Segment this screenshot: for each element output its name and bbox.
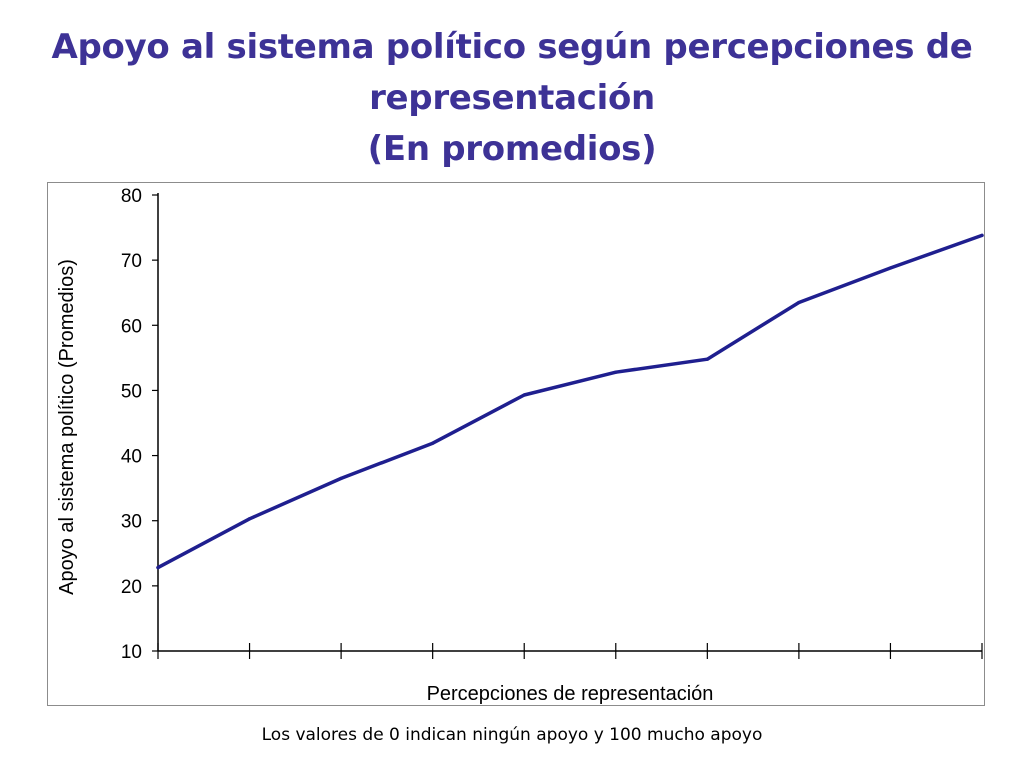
y-tick-label-10: 10 bbox=[121, 642, 142, 663]
series-line-0 bbox=[156, 233, 984, 570]
data-point-4 bbox=[522, 393, 526, 397]
y-tick-label-20: 20 bbox=[121, 577, 142, 598]
y-tick-label-60: 60 bbox=[121, 316, 142, 337]
chart-title-line-3: (En promedios) bbox=[367, 129, 657, 169]
data-point-3 bbox=[431, 441, 435, 445]
y-axis-title: Apoyo al sistema político (Promedios) bbox=[56, 259, 78, 595]
chart-title: Apoyo al sistema político según percepci… bbox=[0, 22, 1024, 175]
data-point-9 bbox=[980, 233, 984, 237]
footnote: Los valores de 0 indican ningún apoyo y … bbox=[261, 725, 763, 745]
chart-frame bbox=[47, 182, 985, 706]
chart-title-line-1: Apoyo al sistema político según percepci… bbox=[51, 27, 973, 67]
data-point-2 bbox=[339, 476, 343, 480]
y-tick-label-50: 50 bbox=[121, 381, 142, 402]
x-axis bbox=[157, 643, 983, 659]
chart-title-line-2: representación bbox=[369, 78, 655, 118]
x-axis-title: Percepciones de representación bbox=[427, 683, 714, 705]
y-tick-label-80: 80 bbox=[121, 186, 142, 207]
y-tick-label-40: 40 bbox=[121, 447, 142, 468]
data-point-0 bbox=[156, 566, 160, 570]
series-layer bbox=[156, 233, 984, 570]
y-tick-label-30: 30 bbox=[121, 512, 142, 533]
y-tick-label-70: 70 bbox=[121, 251, 142, 272]
data-point-7 bbox=[797, 300, 801, 305]
data-point-5 bbox=[614, 370, 618, 374]
y-axis: 10 20 30 40 50 60 70 80 bbox=[121, 186, 159, 663]
data-point-1 bbox=[247, 517, 252, 521]
data-point-8 bbox=[888, 266, 893, 270]
data-point-6 bbox=[705, 357, 709, 361]
